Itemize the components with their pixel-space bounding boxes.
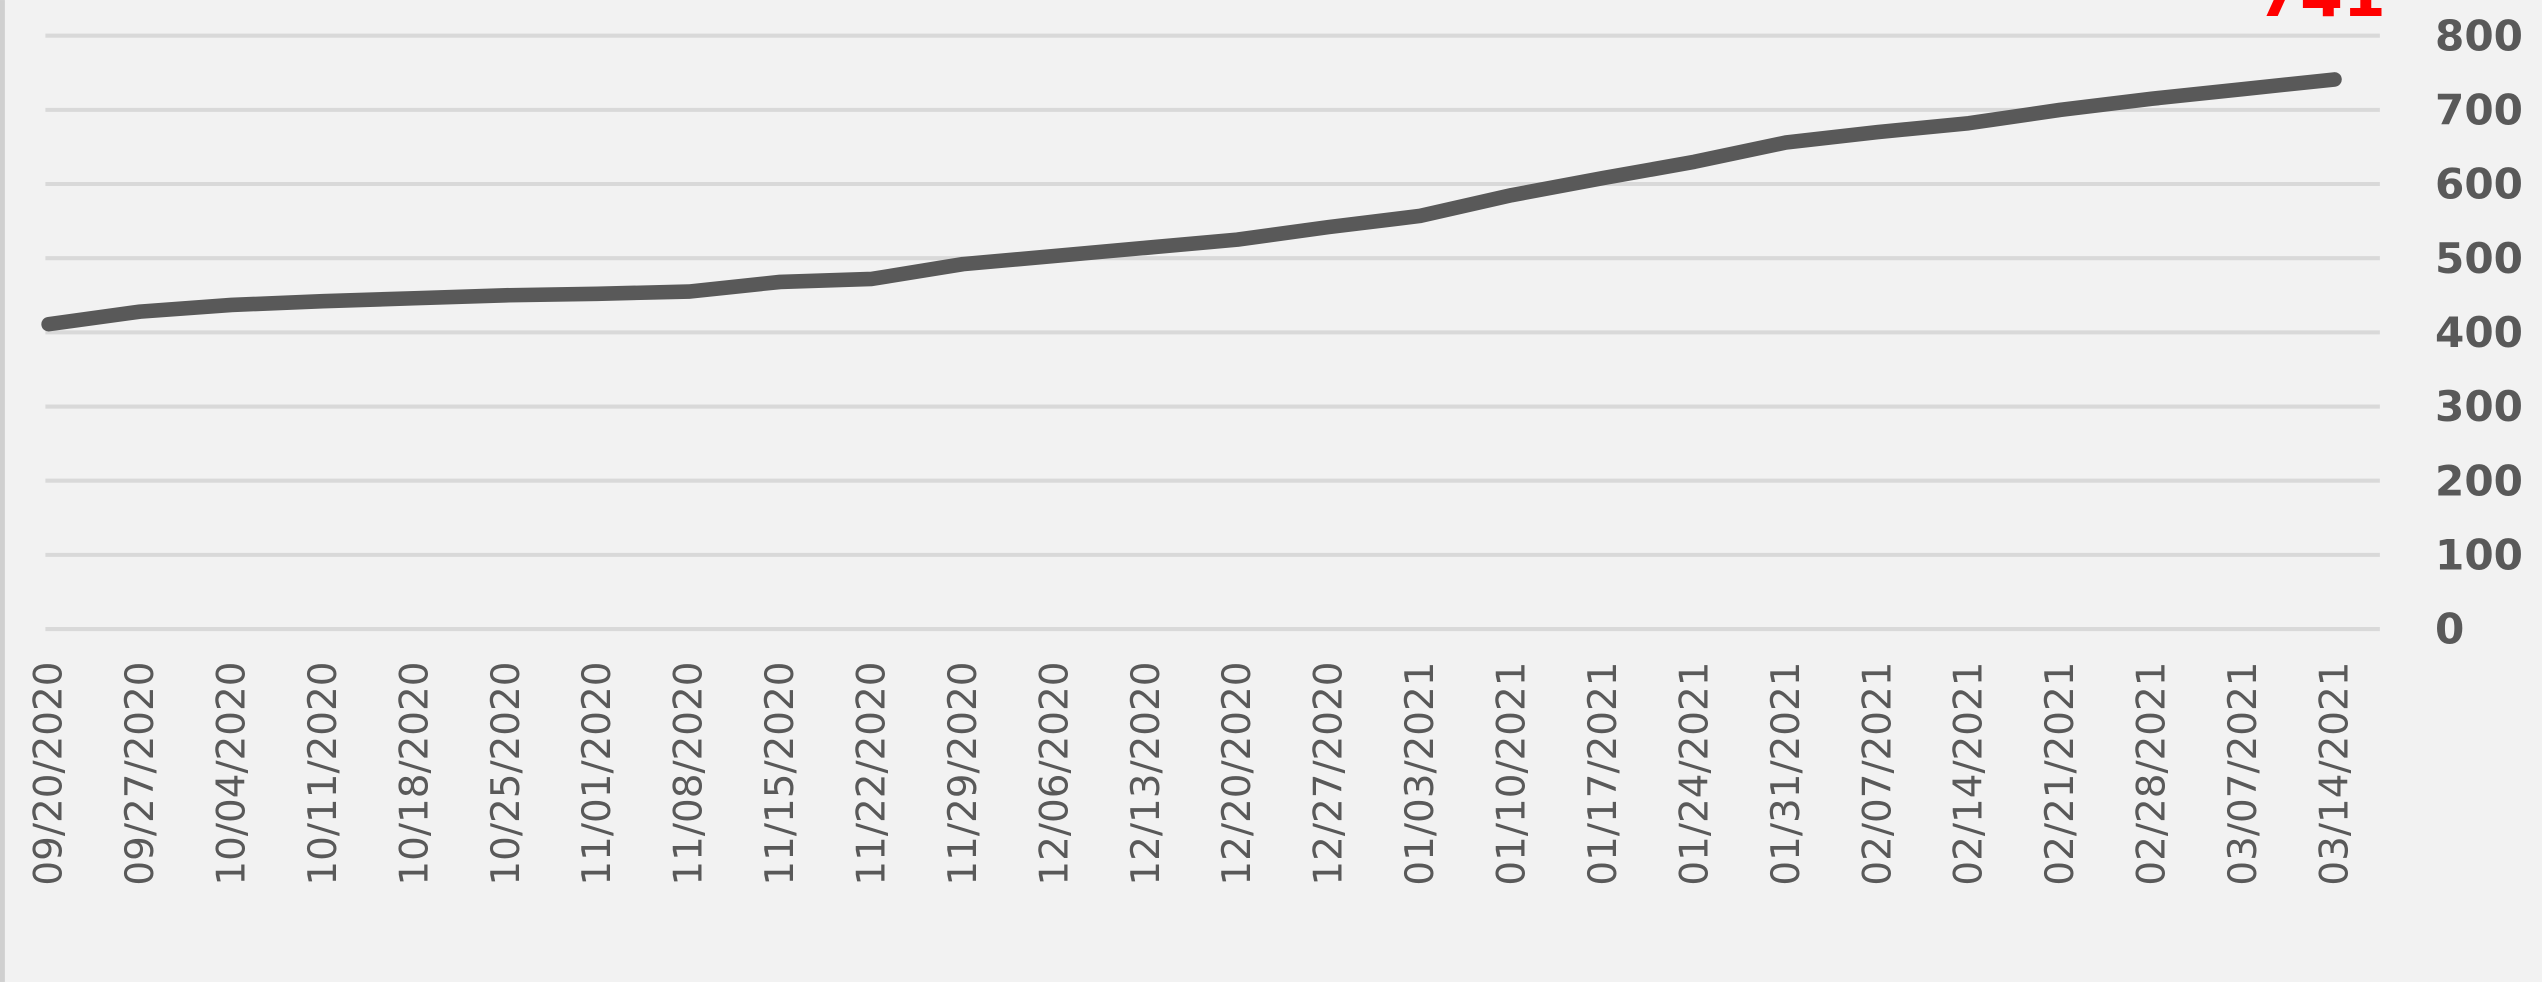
x-tick-label: 10/18/2020 bbox=[392, 661, 437, 885]
x-tick-label: 12/06/2020 bbox=[1032, 661, 1077, 885]
x-tick-label: 01/24/2021 bbox=[1672, 661, 1717, 885]
x-tick-label: 02/28/2021 bbox=[2130, 661, 2175, 885]
x-tick-label: 12/20/2020 bbox=[1215, 661, 1260, 885]
x-tick-label: 02/14/2021 bbox=[1947, 661, 1992, 885]
x-tick-label: 01/03/2021 bbox=[1398, 661, 1443, 885]
y-tick-label: 700 bbox=[2435, 85, 2523, 134]
y-tick-label: 600 bbox=[2435, 160, 2523, 209]
x-tick-label: 11/22/2020 bbox=[850, 661, 895, 885]
x-tick-label: 01/10/2021 bbox=[1490, 661, 1535, 885]
x-tick-label: 01/31/2021 bbox=[1764, 661, 1809, 885]
x-tick-label: 09/20/2020 bbox=[27, 661, 72, 885]
x-tick-label: 03/07/2021 bbox=[2221, 661, 2266, 885]
x-tick-label: 03/14/2021 bbox=[2312, 661, 2357, 885]
data-label: 741 bbox=[2257, 0, 2386, 31]
y-tick-label: 100 bbox=[2435, 530, 2523, 579]
x-tick-label: 09/27/2020 bbox=[118, 661, 163, 885]
left-border bbox=[0, 0, 5, 982]
x-tick-label: 11/15/2020 bbox=[758, 661, 803, 885]
x-tick-label: 12/27/2020 bbox=[1307, 661, 1352, 885]
y-tick-label: 400 bbox=[2435, 308, 2523, 357]
x-tick-label: 10/25/2020 bbox=[484, 661, 529, 885]
y-tick-label: 800 bbox=[2435, 11, 2523, 60]
y-tick-label: 0 bbox=[2435, 605, 2464, 654]
y-tick-label: 300 bbox=[2435, 382, 2523, 431]
x-tick-label: 11/01/2020 bbox=[575, 661, 620, 885]
x-tick-label: 02/07/2021 bbox=[1855, 661, 1900, 885]
y-tick-label: 200 bbox=[2435, 456, 2523, 505]
x-tick-label: 12/13/2020 bbox=[1124, 661, 1169, 885]
x-tick-label: 10/11/2020 bbox=[301, 661, 346, 885]
data-line bbox=[41, 72, 2342, 332]
x-tick-label: 11/08/2020 bbox=[667, 661, 712, 885]
x-tick-label: 02/21/2021 bbox=[2038, 661, 2083, 885]
x-tick-label: 01/17/2021 bbox=[1581, 661, 1626, 885]
x-tick-label: 10/04/2020 bbox=[209, 661, 254, 885]
y-tick-label: 500 bbox=[2435, 234, 2523, 283]
x-tick-label: 11/29/2020 bbox=[941, 661, 986, 885]
